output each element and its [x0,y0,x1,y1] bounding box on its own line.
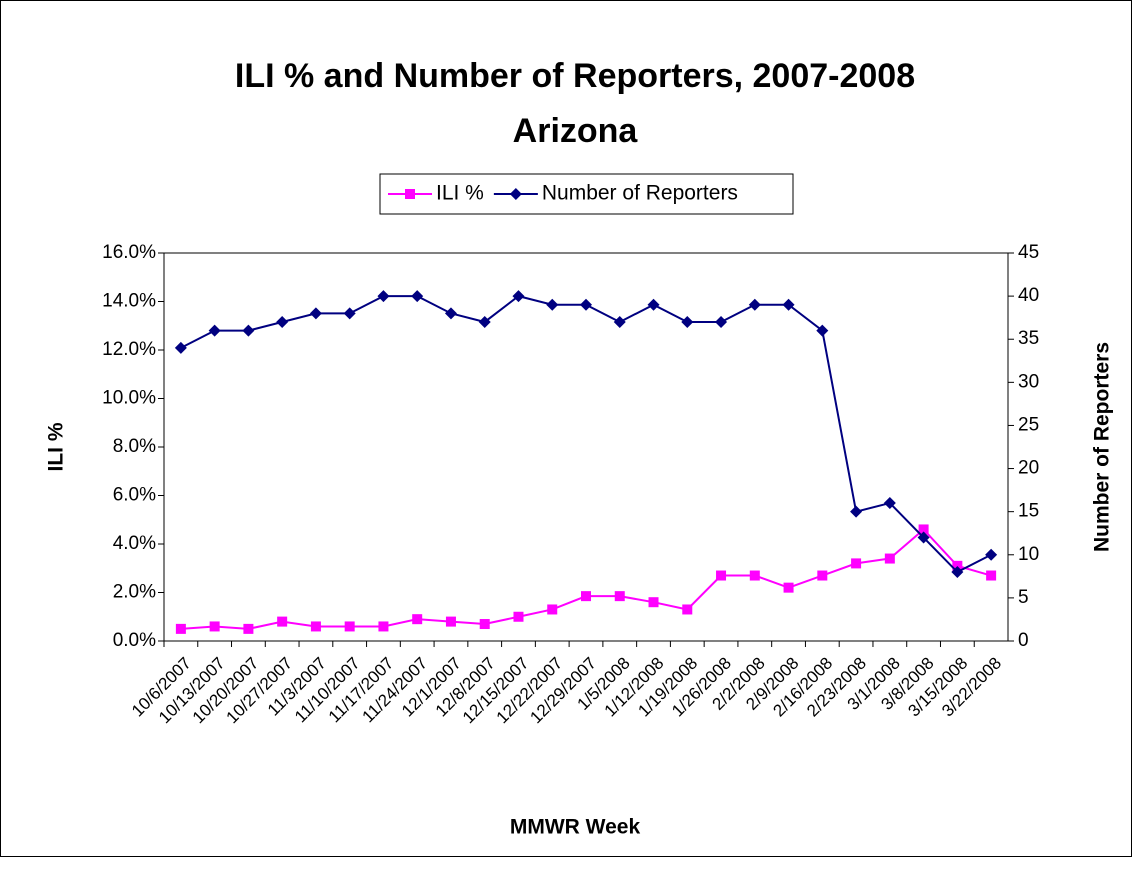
data-point [478,315,491,328]
y2-tick-label: 5 [1018,587,1029,608]
data-point [309,307,322,320]
data-point [310,621,321,632]
data-point [951,566,964,579]
data-point [917,531,930,544]
data-point [851,558,862,569]
y-tick-label: 14.0% [102,291,156,312]
y-tick-label: 2.0% [113,582,156,603]
x-axis-title: MMWR Week [510,816,641,839]
y2-tick-label: 15 [1018,501,1039,522]
y2-tick-label: 10 [1018,544,1039,565]
chart-title: ILI % and Number of Reporters, 2007-2008 [235,57,915,95]
data-point [782,298,795,311]
y-tick-label: 0.0% [113,630,156,651]
y2-tick-label: 40 [1018,285,1039,306]
data-point [513,611,524,622]
y2-axis-title: Number of Reporters [1091,342,1114,552]
data-point [715,315,728,328]
data-point [985,548,998,561]
data-point [581,591,591,602]
data-point [343,307,356,320]
data-point [411,290,424,303]
data-point [174,341,187,354]
data-point [276,315,289,328]
data-point [208,324,221,337]
data-point [681,315,694,328]
y-tick-label: 4.0% [113,533,156,554]
y2-tick-label: 0 [1018,630,1029,651]
data-point [613,315,626,328]
y2-tick-label: 25 [1018,414,1039,435]
data-point [580,298,592,311]
data-point [918,524,929,535]
data-point [748,298,761,311]
data-point [277,616,288,627]
data-point [546,298,559,311]
data-point [716,570,727,581]
data-point [883,497,896,510]
data-point [884,553,895,564]
data-point [816,324,829,337]
data-point [378,621,389,632]
data-point [817,570,828,581]
y-axis-title: ILI % [45,422,68,471]
legend-label: ILI % [436,182,484,205]
data-point [682,604,693,615]
legend-box [379,173,794,215]
legend-marker [405,189,415,199]
data-point [412,614,423,625]
legend-marker [509,188,522,200]
data-point [512,290,525,303]
data-point [850,505,863,518]
y-tick-label: 16.0% [102,242,156,263]
data-point [242,324,255,337]
data-point [952,560,963,571]
y2-tick-label: 35 [1018,328,1039,349]
y2-tick-label: 30 [1018,371,1039,392]
y-tick-label: 12.0% [102,339,156,360]
legend-label: Number of Reporters [542,182,738,205]
data-point [445,616,456,627]
data-point [444,307,457,320]
data-point [648,597,659,608]
chart-subtitle: Arizona [513,112,639,150]
y-tick-label: 8.0% [113,436,156,457]
data-point [175,623,186,634]
data-point [614,591,625,602]
data-point [344,621,355,632]
y2-tick-label: 45 [1018,242,1039,263]
data-point [647,298,660,311]
data-point [243,623,254,634]
y2-tick-label: 20 [1018,458,1039,479]
data-point [783,582,794,593]
y-tick-label: 10.0% [102,388,156,409]
y-tick-label: 6.0% [113,485,156,506]
data-point [547,604,558,615]
data-point [749,570,760,581]
data-point [209,621,220,632]
data-point [479,619,490,630]
data-point [986,570,997,581]
data-point [377,290,390,303]
